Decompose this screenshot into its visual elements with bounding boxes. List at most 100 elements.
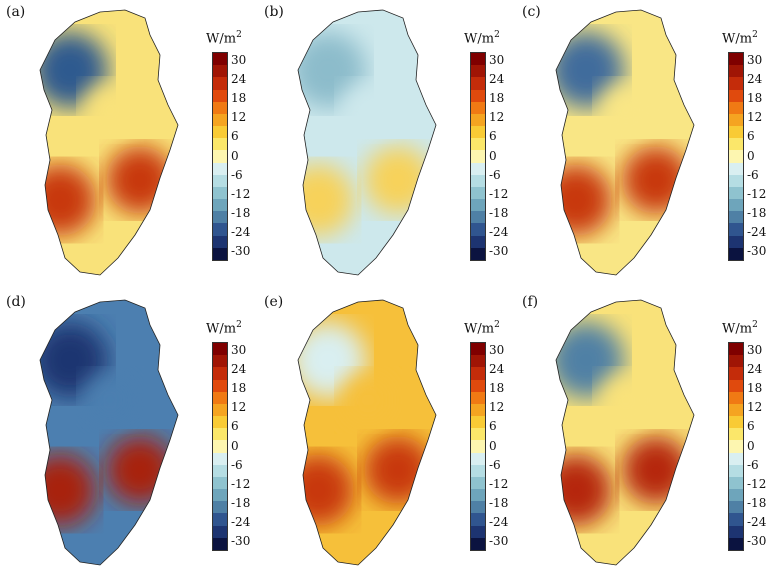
colorbar-tick-label: 0 <box>747 438 755 453</box>
colorbar-segment <box>471 53 485 66</box>
colorbar-tick-label: 18 <box>489 381 505 396</box>
colorbar-segment <box>213 403 227 417</box>
greenland-map <box>39 9 179 276</box>
colorbar <box>728 342 744 551</box>
colorbar-tick-label: -6 <box>231 457 243 472</box>
map-panel: (d) W/m2 30 24 18 12 6 0 -6 -12 -18 -24 -30 <box>0 290 250 575</box>
colorbar-tick-label: 12 <box>747 400 763 415</box>
colorbar-segment <box>213 65 227 78</box>
map-field <box>298 300 436 565</box>
colorbar-tick-label: -6 <box>489 167 501 182</box>
colorbar-segment <box>471 440 485 454</box>
colorbar-segment <box>471 537 485 551</box>
colorbar-tick-label: 30 <box>489 343 505 357</box>
colorbar-segment <box>213 343 227 356</box>
colorbar-segment <box>213 162 227 176</box>
colorbar-tick-label: 18 <box>231 381 247 396</box>
colorbar-segment <box>213 199 227 212</box>
colorbar-tick-label: -12 <box>747 186 767 201</box>
colorbar-segment <box>213 416 227 429</box>
colorbar-tick-label: -24 <box>489 224 509 239</box>
colorbar-segment <box>729 174 743 188</box>
colorbar-segment <box>729 440 743 454</box>
colorbar-unit: W/m2 <box>464 320 500 337</box>
colorbar-tick-label: -6 <box>747 167 759 182</box>
colorbar <box>212 342 228 551</box>
colorbar-unit: W/m2 <box>206 30 242 47</box>
colorbar-segment <box>471 464 485 478</box>
colorbar-tick-label: 24 <box>747 362 763 377</box>
colorbar-segment <box>729 65 743 78</box>
colorbar-segment <box>213 428 227 441</box>
colorbar-segment <box>729 247 743 261</box>
map-field-blob <box>556 164 612 236</box>
colorbar-tick-label: -30 <box>489 534 509 548</box>
coastline <box>297 9 437 276</box>
map-field <box>298 10 436 275</box>
map-field-blob <box>40 322 108 398</box>
colorbar-tick-label: 18 <box>489 91 505 106</box>
colorbar-tick-label: 24 <box>489 72 505 87</box>
colorbar-unit: W/m2 <box>206 320 242 337</box>
colorbar-segment <box>729 113 743 127</box>
colorbar <box>728 52 744 261</box>
colorbar-segment <box>729 403 743 417</box>
colorbar-tick-label: -18 <box>231 495 251 510</box>
colorbar-segment <box>471 162 485 176</box>
colorbar-segment <box>729 150 743 164</box>
colorbar-tick-label: -18 <box>231 205 251 220</box>
colorbar-tick-label: 0 <box>489 438 497 453</box>
coastline <box>555 299 695 566</box>
colorbar-segment <box>729 53 743 66</box>
colorbar-segment <box>213 223 227 237</box>
colorbar-tick-label: 6 <box>747 419 755 434</box>
panel-label: (b) <box>264 4 284 20</box>
colorbar-segment <box>471 211 485 224</box>
colorbar-segment <box>213 379 227 393</box>
colorbar-segment <box>213 77 227 91</box>
colorbar-segment <box>729 77 743 91</box>
colorbar-segment <box>471 223 485 237</box>
colorbar-segment <box>729 355 743 368</box>
colorbar-unit: W/m2 <box>722 30 758 47</box>
colorbar-tick-label: 12 <box>231 400 247 415</box>
colorbar-segment <box>213 525 227 539</box>
colorbar-segment <box>729 489 743 502</box>
map-field-blob <box>106 146 174 214</box>
colorbar-tick-label: -12 <box>489 476 509 491</box>
colorbar-tick-label: -18 <box>489 205 509 220</box>
colorbar-segment <box>213 113 227 127</box>
colorbar-tick-label: -18 <box>489 495 509 510</box>
colorbar-tick-label: 12 <box>747 110 763 125</box>
colorbar-tick-label: 18 <box>231 91 247 106</box>
colorbar-segment <box>729 211 743 224</box>
colorbar-segment <box>471 391 485 405</box>
colorbar-segment <box>213 247 227 261</box>
colorbar-tick-label: 6 <box>489 129 497 144</box>
colorbar-tick-label: 30 <box>489 53 505 67</box>
map-field-blob <box>622 436 690 504</box>
map-field-blob <box>556 454 612 526</box>
map-field-blob <box>556 32 624 108</box>
colorbar-segment <box>729 367 743 381</box>
map-panel: (f) W/m2 30 24 18 12 6 0 -6 -12 -18 -24 -30 <box>516 290 766 575</box>
greenland-map <box>39 299 179 566</box>
colorbar-segment <box>471 367 485 381</box>
colorbar-segment <box>213 452 227 466</box>
coastline <box>297 299 437 566</box>
map-field-blob <box>40 164 96 236</box>
colorbar-segment <box>213 235 227 249</box>
colorbar-segment <box>213 355 227 368</box>
colorbar-segment <box>471 186 485 200</box>
colorbar-segment <box>213 489 227 502</box>
colorbar-tick-label: -12 <box>231 476 251 491</box>
colorbar-tick-label: -24 <box>747 514 767 529</box>
colorbar-tick-label: 0 <box>231 438 239 453</box>
map-field-blob <box>40 454 96 526</box>
colorbar-tick-label: 6 <box>231 419 239 434</box>
greenland-map <box>555 9 695 276</box>
colorbar-tick-label: -12 <box>489 186 509 201</box>
colorbar-segment <box>471 138 485 151</box>
colorbar-segment <box>729 464 743 478</box>
colorbar-segment <box>471 150 485 164</box>
